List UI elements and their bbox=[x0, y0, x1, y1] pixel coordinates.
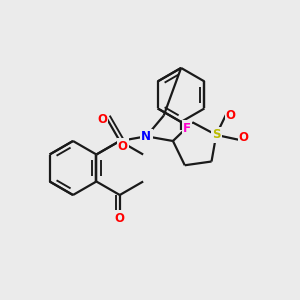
Text: S: S bbox=[212, 128, 220, 141]
Text: O: O bbox=[115, 212, 125, 224]
Text: O: O bbox=[239, 131, 249, 145]
Text: O: O bbox=[118, 140, 128, 152]
Text: N: N bbox=[141, 130, 152, 143]
Text: O: O bbox=[226, 109, 236, 122]
Text: F: F bbox=[183, 122, 191, 134]
Text: O: O bbox=[97, 113, 107, 126]
